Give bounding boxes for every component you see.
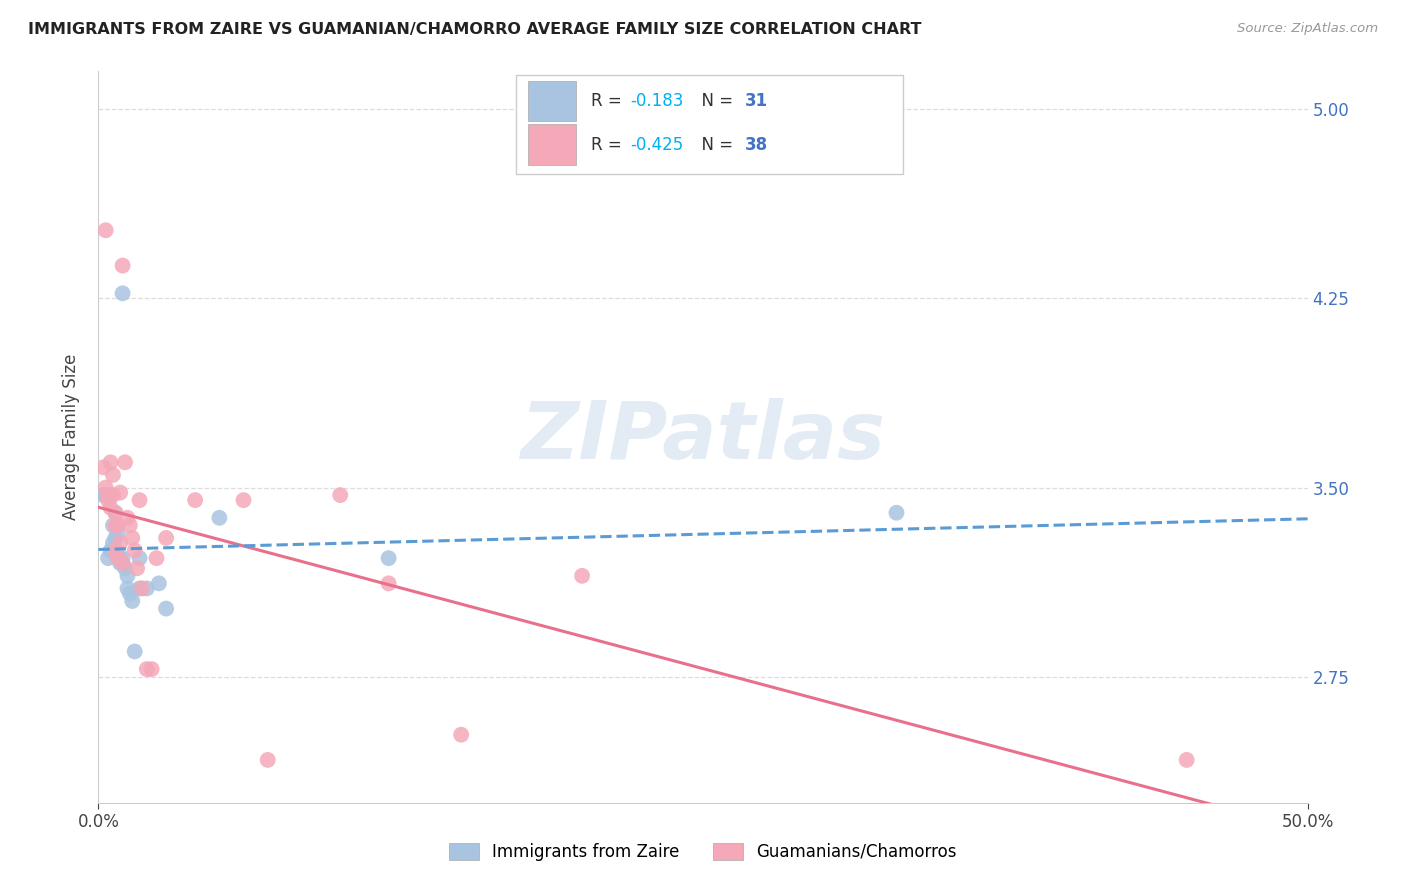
Point [104,506,127,520]
Point [100,500,122,515]
Point [256,753,278,767]
Point [128,551,150,566]
Point [148,576,170,591]
Point [94,481,117,495]
Point [145,551,167,566]
Text: ZIPatlas: ZIPatlas [520,398,886,476]
Point [1175,753,1198,767]
Point [108,551,131,566]
Point [107,551,129,566]
Point [128,582,150,596]
Point [571,569,593,583]
Point [107,518,129,533]
Point [118,518,141,533]
Point [101,518,124,533]
Point [450,728,472,742]
Point [232,493,254,508]
Point [91,460,114,475]
Point [886,506,908,520]
Point [141,662,163,676]
Text: -0.183: -0.183 [630,92,683,110]
Point [104,506,127,520]
Point [104,543,127,558]
FancyBboxPatch shape [516,75,903,174]
Point [155,601,177,615]
Point [377,551,399,566]
Point [118,586,141,600]
Point [208,510,231,524]
Point [117,510,139,524]
Point [97,551,120,566]
Point [97,493,120,508]
Point [155,531,177,545]
Point [107,551,129,566]
Point [108,536,131,550]
Point [104,543,127,558]
Legend: Immigrants from Zaire, Guamanians/Chamorros: Immigrants from Zaire, Guamanians/Chamor… [443,836,963,868]
Point [127,561,149,575]
Text: 38: 38 [745,136,769,153]
Y-axis label: Average Family Size: Average Family Size [62,354,80,520]
Point [111,259,134,273]
Point [377,576,399,591]
Point [100,488,122,502]
Point [101,488,124,502]
Point [124,644,146,658]
Point [111,551,134,566]
Point [135,582,157,596]
Point [111,286,134,301]
Point [111,556,134,570]
Point [131,582,153,596]
Point [94,488,117,502]
Point [100,455,122,469]
Point [124,543,146,558]
Point [100,543,122,558]
Point [97,488,120,502]
Point [101,467,124,482]
Text: IMMIGRANTS FROM ZAIRE VS GUAMANIAN/CHAMORRO AVERAGE FAMILY SIZE CORRELATION CHAR: IMMIGRANTS FROM ZAIRE VS GUAMANIAN/CHAMO… [28,22,921,37]
Point [128,493,150,508]
Point [135,662,157,676]
Text: 31: 31 [745,92,769,110]
Point [329,488,352,502]
Point [121,594,143,608]
Point [114,455,136,469]
FancyBboxPatch shape [527,80,576,120]
Point [114,561,136,575]
Point [117,569,139,583]
Text: N =: N = [690,136,738,153]
Text: Source: ZipAtlas.com: Source: ZipAtlas.com [1237,22,1378,36]
Point [184,493,207,508]
Text: R =: R = [591,136,627,153]
Text: R =: R = [591,92,627,110]
Text: N =: N = [690,92,738,110]
Point [104,518,127,533]
Text: -0.425: -0.425 [630,136,683,153]
Point [108,556,131,570]
Point [107,525,129,540]
FancyBboxPatch shape [527,124,576,165]
Point [111,556,134,570]
Point [91,488,114,502]
Point [104,531,127,545]
Point [94,223,117,237]
Point [108,485,131,500]
Point [121,531,143,545]
Point [101,536,124,550]
Point [117,582,139,596]
